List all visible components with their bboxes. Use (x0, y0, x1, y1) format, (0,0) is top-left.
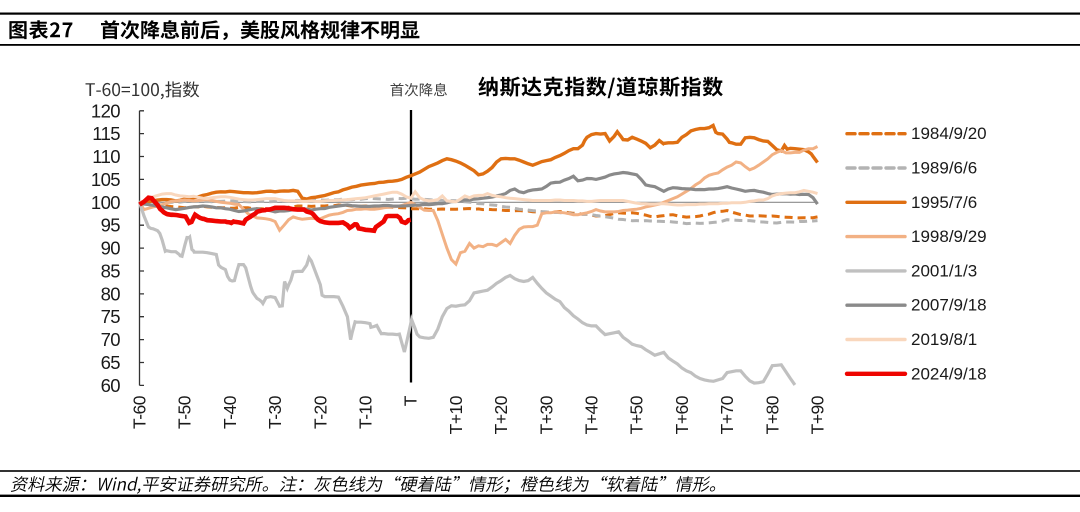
svg-text:T+10: T+10 (446, 395, 466, 434)
svg-text:1984/9/20: 1984/9/20 (911, 124, 987, 143)
svg-text:T+30: T+30 (536, 395, 556, 434)
svg-text:105: 105 (91, 169, 120, 190)
svg-text:110: 110 (92, 146, 120, 167)
svg-text:T-20: T-20 (310, 395, 330, 429)
svg-text:T+50: T+50 (627, 395, 647, 434)
svg-text:T-50: T-50 (175, 395, 195, 429)
svg-text:100: 100 (91, 192, 120, 213)
svg-text:T+70: T+70 (717, 395, 737, 434)
svg-text:2001/1/3: 2001/1/3 (911, 261, 977, 280)
svg-text:T: T (401, 395, 421, 406)
svg-text:T+90: T+90 (808, 395, 828, 434)
svg-text:65: 65 (101, 352, 121, 373)
svg-text:115: 115 (92, 123, 120, 144)
svg-text:2019/8/1: 2019/8/1 (911, 330, 977, 349)
svg-text:95: 95 (101, 215, 121, 236)
svg-text:T-10: T-10 (356, 395, 376, 429)
svg-text:60: 60 (101, 375, 121, 396)
svg-text:1995/7/6: 1995/7/6 (911, 193, 977, 212)
svg-text:1989/6/6: 1989/6/6 (911, 159, 977, 178)
svg-text:75: 75 (101, 306, 121, 327)
svg-text:1998/9/29: 1998/9/29 (911, 227, 987, 246)
svg-text:T-40: T-40 (220, 395, 240, 429)
svg-text:T+20: T+20 (491, 395, 511, 434)
svg-text:T+80: T+80 (762, 395, 782, 434)
svg-text:T-60: T-60 (130, 395, 150, 429)
svg-text:T-30: T-30 (265, 395, 285, 429)
svg-text:T+40: T+40 (582, 395, 602, 434)
svg-text:90: 90 (101, 238, 121, 259)
svg-text:70: 70 (101, 329, 121, 350)
svg-text:2024/9/18: 2024/9/18 (911, 364, 987, 383)
svg-text:2007/9/18: 2007/9/18 (911, 296, 987, 315)
svg-text:T+60: T+60 (672, 395, 692, 434)
svg-text:85: 85 (101, 261, 121, 282)
svg-text:120: 120 (91, 100, 120, 121)
svg-text:80: 80 (101, 283, 121, 304)
